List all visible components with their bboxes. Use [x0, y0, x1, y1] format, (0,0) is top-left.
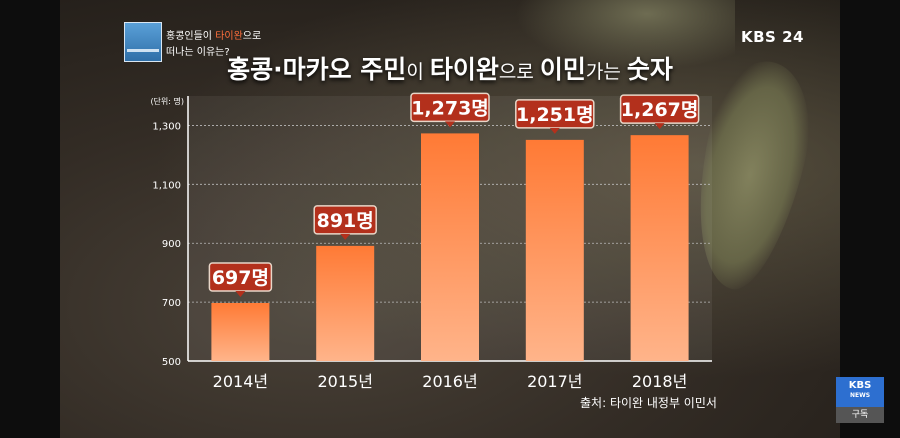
value-label-pointer [549, 127, 560, 134]
title-part-1: 이 [406, 61, 430, 83]
caption-line-2: 떠나는 이유는? [166, 47, 230, 58]
letterbox-right [840, 0, 900, 438]
x-tick-label: 2014년 [213, 372, 268, 391]
value-label-pointer [340, 233, 351, 240]
letterbox-left [0, 0, 60, 438]
bar [211, 302, 270, 361]
y-tick-label: 1,300 [152, 121, 181, 132]
channel-logo: KBS 24 [741, 28, 804, 46]
title-part-5: 가는 [585, 61, 627, 83]
subscribe-button[interactable]: KBS NEWS 구독 [836, 377, 884, 423]
title-part-4: 이민 [539, 55, 586, 84]
x-tick-label: 2015년 [317, 372, 372, 391]
title-part-6: 숫자 [626, 55, 673, 84]
value-label-pointer [654, 123, 665, 130]
bar [525, 139, 584, 361]
value-label: 697명 [212, 267, 269, 289]
value-label-pointer [235, 290, 246, 297]
y-tick-label: 700 [162, 298, 181, 309]
value-label: 1,273명 [411, 97, 489, 119]
title-part-2: 타이완 [429, 55, 499, 84]
x-tick-label: 2016년 [422, 372, 477, 391]
unit-label: (단위: 명) [150, 96, 184, 106]
program-logo [124, 22, 162, 62]
chart-title: 홍콩·마카오 주민이 타이완으로 이민가는 숫자 [0, 50, 900, 86]
title-part-0: 홍콩·마카오 주민 [227, 55, 407, 84]
value-label-pointer [445, 121, 455, 128]
value-label: 1,251명 [516, 104, 594, 126]
y-tick-label: 1,100 [152, 180, 181, 191]
x-tick-label: 2018년 [632, 372, 687, 391]
value-label: 1,267명 [621, 99, 699, 121]
title-part-3: 으로 [498, 61, 540, 83]
subscribe-label: 구독 [836, 407, 884, 423]
map-coastline-background [515, 0, 735, 70]
x-tick-label: 2017년 [527, 372, 582, 391]
chart-source: 출처: 타이완 내정부 이민서 [580, 396, 717, 410]
kbs-news-badge: KBS NEWS [836, 377, 884, 407]
y-tick-label: 900 [162, 239, 181, 250]
caption-line-1: 홍콩인들이 타이완으로 [166, 31, 262, 42]
bar [421, 133, 479, 361]
bar [316, 245, 375, 361]
value-label: 891명 [317, 210, 374, 232]
bar [630, 135, 689, 361]
y-tick-label: 500 [162, 357, 181, 368]
